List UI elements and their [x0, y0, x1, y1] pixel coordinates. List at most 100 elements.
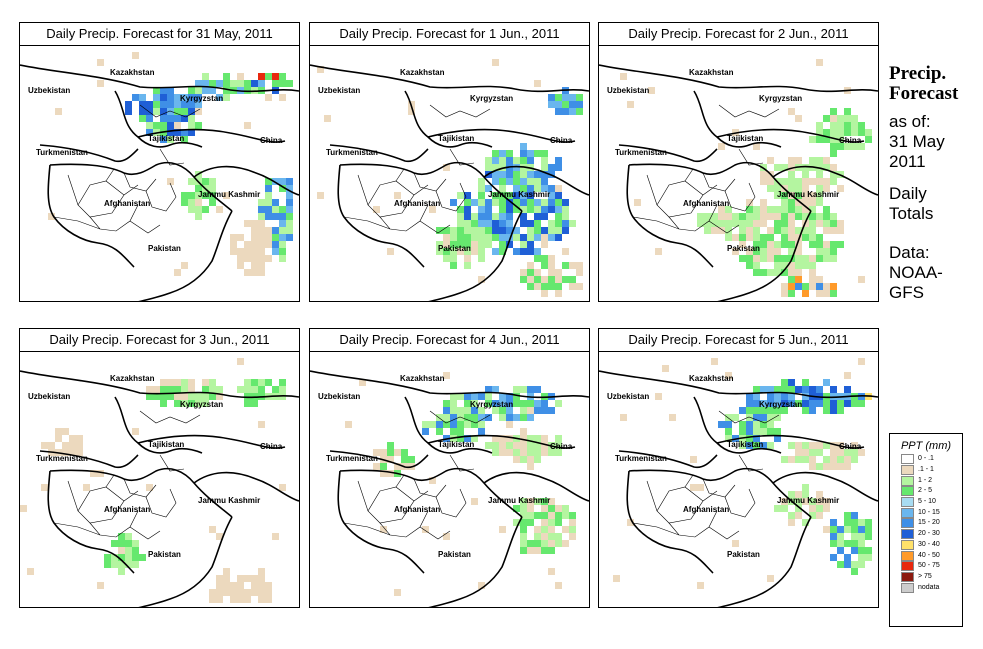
precip-cell	[527, 157, 534, 164]
precip-cell	[181, 129, 188, 136]
precip-cell	[237, 262, 244, 269]
precip-cell	[251, 400, 258, 407]
precip-cell	[195, 122, 202, 129]
country-border	[193, 165, 299, 196]
precip-cell	[492, 164, 499, 171]
precip-cell	[555, 227, 562, 234]
precip-cell	[739, 255, 746, 262]
precip-cell	[527, 262, 534, 269]
precip-cell	[118, 561, 125, 568]
panel-title: Daily Precip. Forecast for 31 May, 2011	[20, 23, 299, 46]
precip-cell	[548, 276, 555, 283]
precip-cell	[788, 512, 795, 519]
precip-cell	[422, 421, 429, 428]
precip-cell	[746, 220, 753, 227]
precip-cell	[548, 234, 555, 241]
precip-cell	[725, 372, 732, 379]
precip-cell	[237, 255, 244, 262]
precip-cell	[830, 248, 837, 255]
data-source-line2: GFS	[889, 283, 924, 302]
precip-cell	[457, 213, 464, 220]
precip-cell	[809, 269, 816, 276]
precip-cell	[555, 192, 562, 199]
precip-cell	[823, 185, 830, 192]
precip-cell	[188, 129, 195, 136]
precip-cell	[844, 400, 851, 407]
precip-cell	[429, 477, 436, 484]
precip-cell	[436, 414, 443, 421]
precip-cell	[774, 505, 781, 512]
precip-cell	[851, 547, 858, 554]
country-boundaries	[599, 64, 878, 301]
precip-cell	[506, 414, 513, 421]
precip-cell	[188, 192, 195, 199]
precip-cell	[359, 379, 366, 386]
precip-cell	[851, 129, 858, 136]
country-label-tajikistan: Tajikistan	[727, 440, 763, 449]
precip-cell	[450, 393, 457, 400]
precip-cell	[506, 157, 513, 164]
precip-cell	[83, 484, 90, 491]
precip-cell	[746, 400, 753, 407]
precip-cell	[844, 129, 851, 136]
precip-cell	[837, 407, 844, 414]
precip-cell	[767, 206, 774, 213]
legend-label: nodata	[918, 583, 940, 591]
precip-cell	[569, 533, 576, 540]
precip-cell	[174, 400, 181, 407]
precip-cell	[816, 59, 823, 66]
precip-cell	[265, 379, 272, 386]
precip-cell	[851, 122, 858, 129]
legend-label: 15 - 20	[918, 519, 940, 527]
precip-cell	[795, 512, 802, 519]
precip-cell	[837, 456, 844, 463]
precip-cell	[90, 470, 97, 477]
precip-cell	[450, 400, 457, 407]
precip-cell	[76, 435, 83, 442]
province-border	[343, 522, 391, 536]
precip-cell	[520, 248, 527, 255]
precip-cell	[188, 386, 195, 393]
precip-cell	[781, 192, 788, 199]
precip-cell	[513, 505, 520, 512]
country-label-kazakhstan: Kazakhstan	[110, 374, 155, 383]
precip-cell	[464, 407, 471, 414]
precip-cell	[216, 589, 223, 596]
precip-cell	[478, 248, 485, 255]
precip-cell	[492, 386, 499, 393]
precip-cell	[499, 241, 506, 248]
precip-cell	[258, 379, 265, 386]
country-label-jammu-kashmir: Jammu Kashmir	[777, 496, 839, 505]
precip-cell	[816, 192, 823, 199]
country-border	[39, 144, 139, 163]
precip-cell	[527, 150, 534, 157]
country-label-pakistan: Pakistan	[727, 244, 760, 253]
precip-cell	[485, 442, 492, 449]
precip-cell	[548, 407, 555, 414]
precip-cell	[471, 407, 478, 414]
precip-cell	[181, 400, 188, 407]
precip-cell	[230, 234, 237, 241]
precip-map: Kazakhstan Uzbekistan Kyrgyzstan Tajikistan…	[20, 351, 299, 607]
precip-cell	[167, 136, 174, 143]
precip-cell	[795, 491, 802, 498]
precip-cell	[795, 498, 802, 505]
country-label-afghanistan: Afghanistan	[104, 505, 150, 514]
country-label-kyrgyzstan: Kyrgyzstan	[470, 400, 513, 409]
precip-cell	[809, 220, 816, 227]
precip-cell	[41, 484, 48, 491]
map-canvas: Kazakhstan Uzbekistan Kyrgyzstan Tajikistan…	[20, 52, 299, 301]
precip-cell	[286, 206, 293, 213]
country-border	[626, 470, 714, 574]
country-label-uzbekistan: Uzbekistan	[318, 86, 360, 95]
daily-totals-block: Daily Totals	[889, 184, 933, 224]
country-label-kazakhstan: Kazakhstan	[400, 374, 445, 383]
legend-entry: 0 - .1	[890, 454, 962, 465]
precip-cell	[499, 407, 506, 414]
precip-cell	[795, 456, 802, 463]
precip-cell	[732, 213, 739, 220]
precip-cell	[167, 178, 174, 185]
legend-swatch	[901, 465, 914, 476]
precip-cell	[774, 185, 781, 192]
precip-cell	[746, 407, 753, 414]
